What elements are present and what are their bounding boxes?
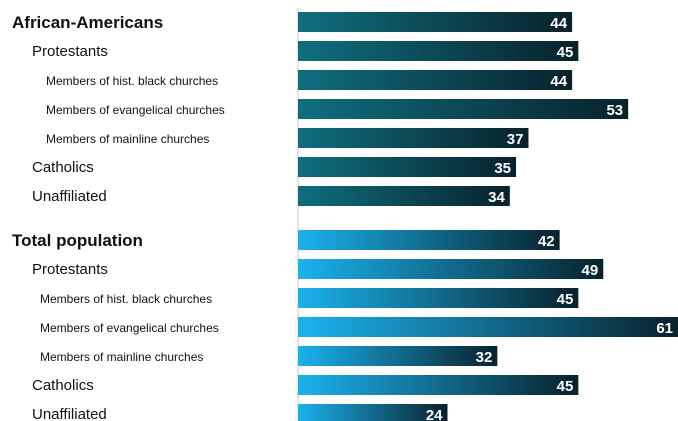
bar (298, 99, 629, 119)
category-label: Members of hist. black churches (46, 74, 218, 88)
category-label: Members of hist. black churches (40, 292, 212, 306)
bar (298, 346, 498, 366)
bar (298, 186, 510, 206)
value-label: 24 (426, 407, 443, 421)
value-label: 61 (656, 320, 673, 337)
value-label: 42 (538, 233, 555, 250)
category-label: African-Americans (12, 13, 163, 32)
value-label: 45 (557, 291, 574, 308)
value-label: 44 (550, 73, 567, 90)
value-label: 32 (476, 349, 493, 366)
category-label: Protestants (32, 261, 108, 278)
value-label: 34 (488, 189, 505, 206)
value-label: 49 (582, 262, 599, 279)
bar (298, 317, 678, 337)
category-label: Total population (12, 231, 143, 250)
category-label: Members of evangelical churches (40, 321, 219, 335)
value-label: 45 (557, 378, 574, 395)
category-label: Catholics (32, 377, 94, 394)
value-label: 35 (494, 160, 511, 177)
category-label: Members of mainline churches (40, 350, 203, 364)
value-label: 53 (606, 102, 623, 119)
bar (298, 259, 604, 279)
bar (298, 157, 517, 177)
category-label: Members of evangelical churches (46, 103, 225, 117)
category-label: Members of mainline churches (46, 132, 209, 146)
bar (298, 41, 579, 61)
value-label: 37 (507, 131, 524, 148)
bar (298, 70, 573, 90)
category-label: Protestants (32, 43, 108, 60)
bar (298, 404, 448, 421)
category-label: Unaffiliated (32, 406, 107, 421)
bar (298, 375, 579, 395)
bar (298, 288, 579, 308)
bar (298, 12, 573, 32)
value-label: 44 (550, 15, 567, 32)
category-label: Catholics (32, 159, 94, 176)
value-label: 45 (557, 44, 574, 61)
bar (298, 128, 529, 148)
category-label: Unaffiliated (32, 188, 107, 205)
bar (298, 230, 560, 250)
